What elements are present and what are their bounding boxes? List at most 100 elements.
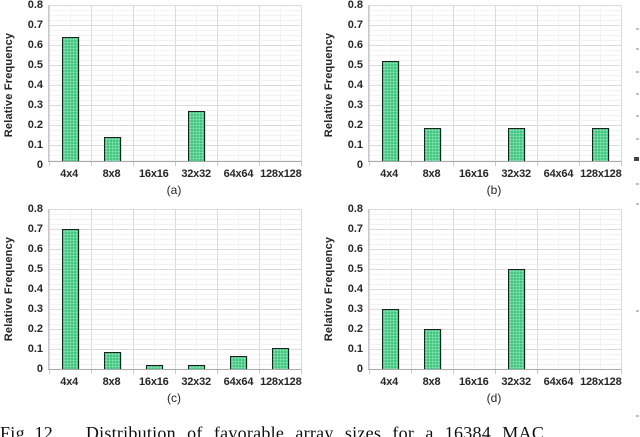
x-tick-label: 8x8 xyxy=(422,168,441,180)
y-tick-label: 0.2 xyxy=(347,323,363,335)
x-tick-label: 8x8 xyxy=(102,168,121,180)
y-axis-title-column: Relative Frequency xyxy=(320,5,336,165)
y-tick-label: 0.4 xyxy=(27,283,43,295)
plot-area xyxy=(368,209,622,370)
plot-column: 4x4 8x8 16x16 32x32 64x64 128x128 (b) xyxy=(368,5,622,197)
bar-8x8 xyxy=(103,352,121,369)
x-tick-label: 64x64 xyxy=(223,168,254,180)
bar-chart-c: Relative Frequency 0 0.1 0.2 0.3 0.4 0.5 0.6 0.… xyxy=(0,197,320,411)
y-tick-label: 0.8 xyxy=(27,203,43,215)
y-tick-label: 0.8 xyxy=(27,0,43,11)
subplot-label: (b) xyxy=(486,183,502,197)
y-tick-label: 0.1 xyxy=(347,139,363,151)
x-tick-label: 4x4 xyxy=(380,376,399,388)
figure-caption: Fig. 12. Distribution of favorable array … xyxy=(0,422,640,437)
plot-area xyxy=(48,5,302,162)
edge-text-fragment xyxy=(636,93,639,95)
page-edge-text-artifacts xyxy=(634,0,640,437)
x-tick-label: 128x128 xyxy=(580,168,622,180)
edge-text-fragment xyxy=(636,71,639,73)
figure-caption-text: Distribution of favorable array sizes fo… xyxy=(85,423,545,437)
y-tick-label: 0.8 xyxy=(347,0,363,11)
y-axis-tick-labels: 0 0.1 0.2 0.3 0.4 0.5 0.6 0.7 0.8 xyxy=(336,203,368,375)
y-tick-label: 0.5 xyxy=(347,59,363,71)
plot-area xyxy=(368,5,622,162)
bar-chart-a: Relative Frequency 0 0.1 0.2 0.3 0.4 0.5 0.6 0.… xyxy=(0,0,320,197)
subplot-label: (d) xyxy=(486,391,502,405)
y-tick-label: 0 xyxy=(36,159,43,171)
y-tick-label: 0.8 xyxy=(347,203,363,215)
y-tick-label: 0 xyxy=(356,159,363,171)
x-tick-label: 32x32 xyxy=(181,168,211,180)
y-tick-label: 0.1 xyxy=(27,343,43,355)
y-tick-label: 0.6 xyxy=(27,39,43,51)
x-tick-label: 4x4 xyxy=(380,168,399,180)
bar-4x4 xyxy=(381,61,399,161)
plot-area xyxy=(48,209,302,370)
y-tick-label: 0.5 xyxy=(27,263,43,275)
bar-32x32 xyxy=(507,128,525,161)
x-tick-label: 4x4 xyxy=(60,168,79,180)
y-tick-label: 0.4 xyxy=(347,283,363,295)
y-tick-label: 0.3 xyxy=(347,303,363,315)
edge-text-fragment xyxy=(634,157,639,161)
bar-chart-b: Relative Frequency 0 0.1 0.2 0.3 0.4 0.5 0.6 0.… xyxy=(320,0,640,197)
x-tick-label: 128x128 xyxy=(260,376,302,388)
y-tick-label: 0.7 xyxy=(347,19,363,31)
bar-chart-d: Relative Frequency 0 0.1 0.2 0.3 0.4 0.5 0.6 0.… xyxy=(320,197,640,411)
edge-text-fragment xyxy=(636,138,639,140)
plot-column: 4x4 8x8 16x16 32x32 64x64 128x128 (c) xyxy=(48,209,302,411)
x-tick-label: 16x16 xyxy=(139,376,169,388)
edge-text-fragment xyxy=(636,48,639,50)
edge-text-fragment xyxy=(636,183,639,185)
x-tick-label: 128x128 xyxy=(260,168,302,180)
y-tick-label: 0.5 xyxy=(347,263,363,275)
y-tick-label: 0.4 xyxy=(347,79,363,91)
x-axis-tick-labels: 4x4 8x8 16x16 32x32 64x64 128x128 xyxy=(48,376,302,388)
y-tick-label: 0.1 xyxy=(27,139,43,151)
bar-32x32 xyxy=(187,111,205,161)
y-tick-label: 0.3 xyxy=(347,99,363,111)
bar-8x8 xyxy=(423,329,441,369)
x-tick-label: 64x64 xyxy=(543,376,574,388)
bar-8x8 xyxy=(103,137,121,161)
x-tick-label: 4x4 xyxy=(60,376,79,388)
x-axis-ticks xyxy=(369,370,622,374)
x-axis-tick-labels: 4x4 8x8 16x16 32x32 64x64 128x128 xyxy=(368,376,622,388)
chart-row-bottom: Relative Frequency 0 0.1 0.2 0.3 0.4 0.5 0.6 0.… xyxy=(0,197,640,411)
bar-4x4 xyxy=(61,229,79,369)
x-tick-label: 32x32 xyxy=(501,376,531,388)
bar-4x4 xyxy=(61,37,79,161)
x-axis-ticks xyxy=(369,162,622,166)
bar-32x32 xyxy=(507,269,525,369)
y-axis-title: Relative Frequency xyxy=(3,32,15,138)
y-tick-label: 0.1 xyxy=(347,343,363,355)
subplot-label: (a) xyxy=(166,183,182,197)
x-axis-ticks xyxy=(49,162,302,166)
y-tick-label: 0.7 xyxy=(27,223,43,235)
figure-caption-number: Fig. 12. xyxy=(0,423,58,437)
edge-text-fragment xyxy=(636,415,639,417)
y-tick-label: 0.6 xyxy=(27,243,43,255)
edge-text-fragment xyxy=(636,28,639,30)
y-tick-label: 0.6 xyxy=(347,243,363,255)
y-tick-label: 0 xyxy=(356,363,363,375)
edge-text-fragment xyxy=(636,310,639,312)
edge-text-fragment xyxy=(636,115,639,117)
x-tick-label: 32x32 xyxy=(501,168,531,180)
x-tick-label: 16x16 xyxy=(459,376,489,388)
y-tick-label: 0.2 xyxy=(347,119,363,131)
bar-16x16 xyxy=(145,365,163,369)
bar-128x128 xyxy=(591,128,609,161)
y-axis-title: Relative Frequency xyxy=(323,236,335,342)
bar-32x32 xyxy=(187,365,205,369)
x-axis-tick-labels: 4x4 8x8 16x16 32x32 64x64 128x128 xyxy=(48,168,302,180)
x-tick-label: 16x16 xyxy=(139,168,169,180)
plot-column: 4x4 8x8 16x16 32x32 64x64 128x128 (a) xyxy=(48,5,302,197)
plot-column: 4x4 8x8 16x16 32x32 64x64 128x128 (d) xyxy=(368,209,622,411)
y-axis-tick-labels: 0 0.1 0.2 0.3 0.4 0.5 0.6 0.7 0.8 xyxy=(336,0,368,171)
bar-64x64 xyxy=(229,356,247,369)
y-tick-label: 0.4 xyxy=(27,79,43,91)
y-axis-title-column: Relative Frequency xyxy=(320,209,336,369)
x-tick-label: 32x32 xyxy=(181,376,211,388)
